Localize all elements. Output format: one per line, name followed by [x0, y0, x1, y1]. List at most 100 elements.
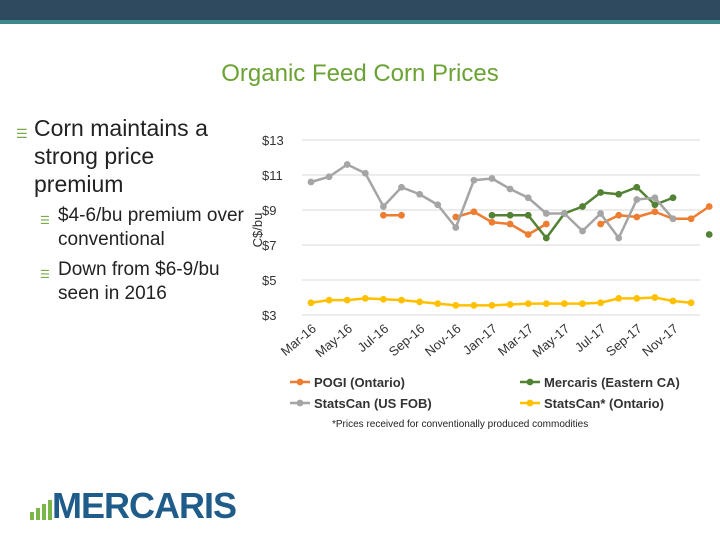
- x-tick-label: Mar-17: [495, 321, 536, 359]
- data-point: [615, 190, 623, 198]
- slide-title: Organic Feed Corn Prices: [221, 60, 499, 87]
- data-point: [452, 301, 460, 309]
- y-axis-label: C$/bu: [250, 213, 265, 248]
- data-point: [687, 299, 695, 307]
- footnote: *Prices received for conventionally prod…: [332, 419, 589, 430]
- data-point: [705, 231, 713, 238]
- data-point: [416, 190, 423, 198]
- legend-marker: [296, 378, 304, 386]
- top-bar: [0, 0, 720, 20]
- sub-bullet-2: ☰ Down from $6-9/bu seen in 2016: [40, 258, 246, 306]
- data-point: [542, 234, 550, 242]
- data-point: [597, 220, 604, 228]
- data-point: [633, 183, 641, 191]
- legend-label: StatsCan (US FOB): [314, 396, 432, 411]
- data-point: [651, 201, 659, 209]
- data-point: [542, 210, 550, 217]
- data-point: [325, 173, 333, 181]
- y-tick-label: $5: [262, 273, 276, 288]
- data-point: [579, 203, 586, 210]
- logo-text: MERCARIS: [52, 485, 237, 526]
- data-point: [398, 211, 405, 219]
- bullet-wifi-icon: ☰: [16, 126, 28, 141]
- top-bar-stripe: [0, 20, 720, 24]
- data-point: [307, 178, 315, 186]
- x-tick-label: Nov-16: [422, 321, 464, 359]
- data-point: [488, 175, 496, 182]
- y-tick-label: $11: [262, 168, 283, 183]
- data-point: [633, 294, 641, 302]
- data-point: [687, 215, 695, 223]
- data-point: [705, 203, 713, 210]
- data-point: [597, 210, 604, 217]
- mercaris-logo: MERCARIS: [30, 486, 237, 526]
- data-point: [343, 161, 351, 168]
- y-tick-label: $3: [262, 308, 276, 323]
- data-point: [416, 298, 423, 306]
- data-point: [615, 234, 623, 242]
- x-tick-label: Jul-17: [572, 321, 609, 355]
- x-tick-label: May-17: [529, 321, 572, 360]
- sub-bullet-text: $4-6/bu premium over conventional: [58, 205, 244, 250]
- data-point: [506, 185, 514, 193]
- data-point: [488, 301, 496, 309]
- legend-marker: [526, 378, 534, 386]
- data-point: [524, 194, 532, 202]
- data-point: [343, 296, 351, 304]
- x-tick-label: May-16: [312, 321, 355, 360]
- data-point: [361, 294, 369, 302]
- data-point: [669, 194, 677, 202]
- data-point: [506, 211, 514, 219]
- data-point: [470, 208, 478, 216]
- data-point: [452, 213, 460, 221]
- legend-label: POGI (Ontario): [314, 375, 405, 390]
- data-point: [579, 227, 586, 235]
- x-tick-label: Nov-17: [639, 321, 681, 359]
- sub-bullet-icon: ☰: [40, 215, 50, 227]
- data-point: [651, 208, 659, 216]
- data-point: [506, 220, 514, 228]
- y-tick-label: $9: [262, 203, 276, 218]
- data-point: [561, 210, 568, 217]
- data-point: [597, 189, 604, 196]
- data-point: [434, 300, 442, 308]
- data-point: [633, 213, 641, 221]
- data-point: [470, 301, 478, 309]
- data-point: [452, 224, 460, 231]
- data-point: [398, 183, 405, 191]
- y-tick-label: $13: [262, 133, 284, 148]
- data-point: [615, 294, 623, 302]
- data-point: [470, 176, 478, 184]
- bullet-main: ☰ Corn maintains a strong price premium: [16, 114, 246, 198]
- data-point: [524, 300, 532, 308]
- data-point: [579, 300, 586, 308]
- sub-bullet-1: ☰ $4-6/bu premium over conventional: [40, 204, 246, 252]
- data-point: [380, 211, 387, 219]
- data-point: [325, 296, 333, 304]
- sub-bullet-icon: ☰: [40, 269, 50, 281]
- data-point: [669, 297, 677, 305]
- y-tick-label: $7: [262, 238, 276, 253]
- data-point: [488, 211, 496, 219]
- data-point: [524, 231, 532, 238]
- data-point: [669, 215, 677, 223]
- data-point: [307, 299, 315, 307]
- data-point: [615, 211, 623, 219]
- x-tick-label: Jan-17: [460, 321, 500, 358]
- series-line: [310, 296, 692, 307]
- data-point: [380, 295, 387, 303]
- data-point: [561, 300, 568, 308]
- data-point: [398, 296, 405, 304]
- data-point: [488, 218, 496, 226]
- data-point: [542, 220, 550, 228]
- data-point: [506, 301, 514, 308]
- x-tick-label: Sep-17: [603, 321, 645, 359]
- data-point: [597, 299, 604, 307]
- data-point: [651, 194, 659, 202]
- bullet-main-text: Corn maintains a strong price premium: [34, 115, 208, 197]
- x-tick-label: Jul-16: [355, 321, 392, 355]
- sub-bullet-text: Down from $6-9/bu seen in 2016: [58, 259, 220, 304]
- legend-marker: [296, 399, 304, 407]
- data-point: [542, 300, 550, 308]
